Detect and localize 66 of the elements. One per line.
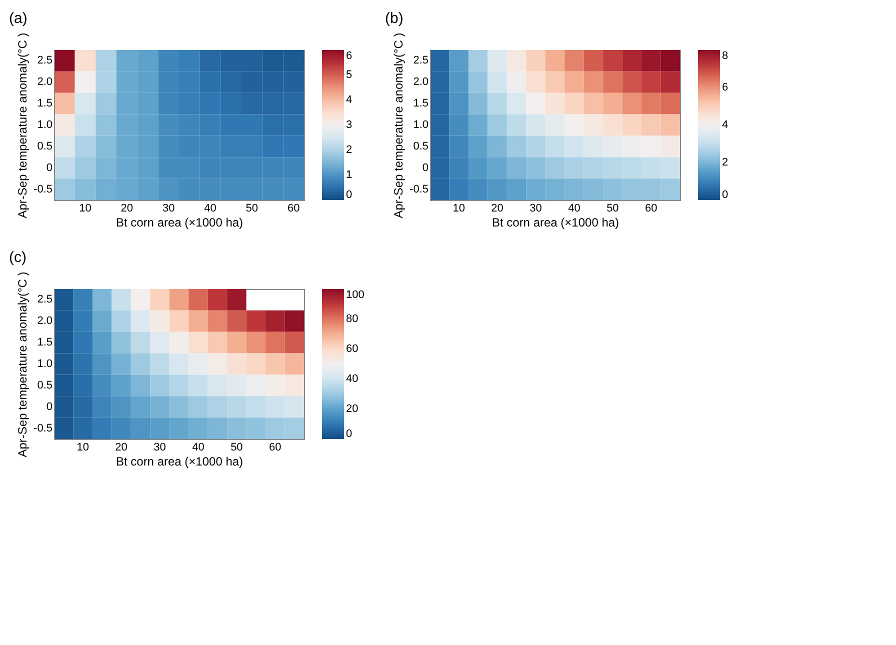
y-tick-label: -0.5 [34,183,52,196]
y-tick-label: 1.0 [37,119,52,131]
color-bar-label: 40 [346,373,358,385]
y-tick-label: 2.5 [37,294,52,306]
x-tick-label: 40 [204,202,216,214]
x-axis-title: Bt corn area (×1000 ha) [116,216,244,230]
color-bar-label: 2 [722,156,728,168]
x-tick-label: 40 [568,202,580,214]
x-tick-label: 40 [192,442,204,454]
y-tick-label: 1.0 [37,358,52,370]
x-tick-label: 20 [120,202,134,214]
x-tick-label: 20 [115,442,128,454]
x-tick-label: 50 [230,442,243,454]
x-tick-label: 50 [606,202,619,214]
y-tick-label: 0.5 [413,140,428,152]
y-axis-title: Apr-Sep temperature anomaly(°C ) [392,32,406,218]
x-tick-label: 30 [162,202,175,214]
color-bar-label: 0 [346,189,352,201]
x-tick-label: 10 [79,202,92,214]
x-tick-label: 20 [491,202,504,214]
y-tick-label: 0 [422,162,428,174]
color-bar-label: 3 [346,119,352,131]
y-tick-label: 2.5 [37,54,52,67]
x-tick-label: 60 [645,202,658,214]
color-bar-label: 5 [346,69,352,81]
x-tick-label: 30 [530,202,542,214]
y-tick-label: 2.0 [37,76,52,88]
x-tick-label: 30 [154,442,166,454]
x-axis-title: Bt corn area (×1000 ha) [492,216,620,230]
chart-title: (c) [9,249,26,266]
y-tick-label: -0.5 [410,183,428,196]
y-tick-label: 1.5 [37,98,52,110]
color-bar-label: 4 [346,94,352,106]
color-bar-label: 8 [722,50,728,62]
x-tick-label: 10 [452,202,465,214]
color-bar-label: 100 [346,289,364,301]
y-axis-title: Apr-Sep temperature anomaly(°C ) [16,32,30,218]
color-bar-label: 0 [722,189,728,201]
x-tick-label: 60 [269,442,282,454]
chart-title: (b) [385,10,404,28]
y-tick-label: 1.5 [37,336,52,349]
y-tick-label: 1.5 [413,98,428,110]
y-tick-label: 0.5 [37,379,52,392]
color-bar-label: 6 [346,50,352,62]
color-bar-label: 80 [346,313,358,325]
color-bar-label: 4 [722,119,728,131]
x-axis-title: Bt corn area (×1000 ha) [116,454,244,468]
x-tick-label: 10 [76,442,89,454]
color-bar-label: 0 [346,428,352,440]
y-tick-label: 0 [46,400,52,413]
y-tick-label: 2.0 [413,76,428,88]
y-tick-label: 2.5 [413,54,428,67]
color-bar-label: 6 [722,82,728,94]
x-tick-label: 50 [246,202,258,214]
y-tick-label: -0.5 [34,422,52,434]
chart-title: (a) [9,10,28,28]
y-tick-label: 0.5 [37,140,52,152]
y-axis-title: Apr-Sep temperature anomaly(°C ) [16,272,30,458]
y-tick-label: 0 [46,162,52,174]
color-bar-label: 20 [346,403,358,415]
color-bar-label: 2 [346,144,352,156]
color-bar-label: 60 [346,343,358,355]
color-bar-label: 1 [346,169,352,181]
x-tick-label: 60 [287,202,300,214]
y-tick-label: 1.0 [413,119,428,131]
y-tick-label: 2.0 [37,315,52,328]
